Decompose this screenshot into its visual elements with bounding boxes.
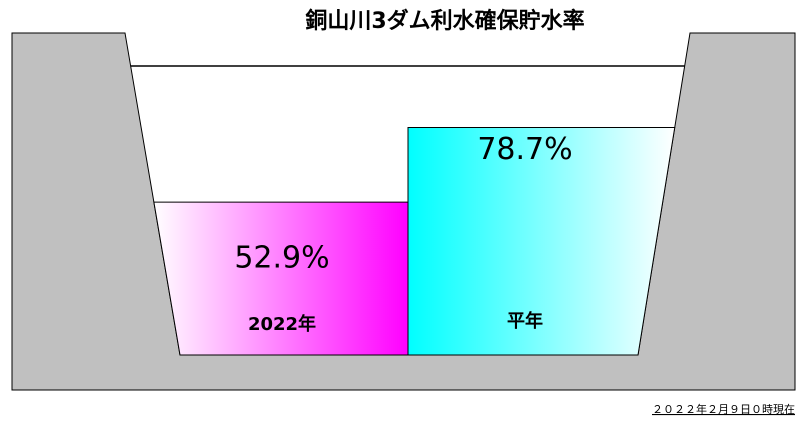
value-label: 78.7% — [477, 132, 572, 167]
chart-title: 銅山川3ダム利水確保貯水率 — [305, 8, 584, 34]
terrain — [11, 32, 796, 391]
water-level — [407, 127, 676, 356]
timestamp: ２０２２年２月９日０時現在 — [652, 402, 795, 416]
category-label: 平年 — [507, 310, 543, 332]
value-label: 52.9% — [234, 241, 329, 276]
category-label: 2022年 — [248, 313, 316, 335]
